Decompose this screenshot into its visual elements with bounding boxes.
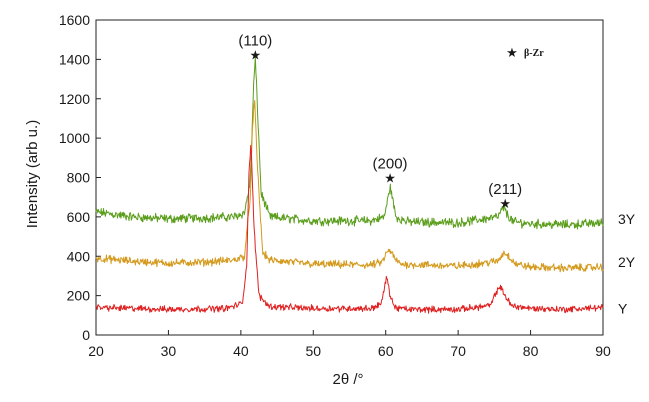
x-axis-title: 2θ /° <box>332 371 363 388</box>
y-tick-label: 1400 <box>59 51 90 67</box>
legend-star-icon: ★ <box>506 45 518 60</box>
x-tick-label: 70 <box>450 343 466 359</box>
series-layer: 3Y 2Y Y <box>95 56 636 316</box>
series-line-3y <box>95 56 604 230</box>
peak-label: (110) <box>238 32 272 49</box>
y-tick-label: 1600 <box>59 12 90 28</box>
series-label-y: Y <box>618 300 628 316</box>
peak-label: (211) <box>488 181 522 198</box>
beta-zr-star-icon: ★ <box>499 196 511 211</box>
beta-zr-star-icon: ★ <box>250 47 262 62</box>
legend-label: β-Zr <box>524 48 544 59</box>
series-line-2y <box>95 100 604 273</box>
y-tick-label: 0 <box>82 327 90 343</box>
annotation-layer: ★(110)★(200)★(211) <box>238 32 522 211</box>
peak-label: (200) <box>373 156 408 173</box>
y-tick-label: 400 <box>67 248 91 264</box>
y-axis-title: Intensity (arb u.) <box>24 120 41 228</box>
x-tick-label: 30 <box>161 343 177 359</box>
y-tick-label: 600 <box>67 209 91 225</box>
x-tick-label: 60 <box>378 343 394 359</box>
series-label-3y: 3Y <box>618 211 636 227</box>
x-tick-label: 90 <box>595 343 611 359</box>
axes: 20 30 40 50 60 70 80 90 0 200 400 600 800 1000 1200 140… <box>59 12 611 359</box>
beta-zr-star-icon: ★ <box>384 171 396 186</box>
x-tick-label: 50 <box>305 343 321 359</box>
series-label-2y: 2Y <box>618 254 636 270</box>
series-line-y <box>95 144 604 314</box>
legend: ★ β-Zr <box>506 45 544 60</box>
y-tick-label: 1200 <box>59 91 90 107</box>
plot-frame <box>95 19 604 336</box>
y-tick-label: 800 <box>67 170 91 186</box>
x-tick-label: 20 <box>88 343 104 359</box>
x-tick-label: 40 <box>233 343 249 359</box>
x-tick-label: 80 <box>523 343 539 359</box>
y-tick-label: 1000 <box>59 130 90 146</box>
y-tick-label: 200 <box>67 288 91 304</box>
